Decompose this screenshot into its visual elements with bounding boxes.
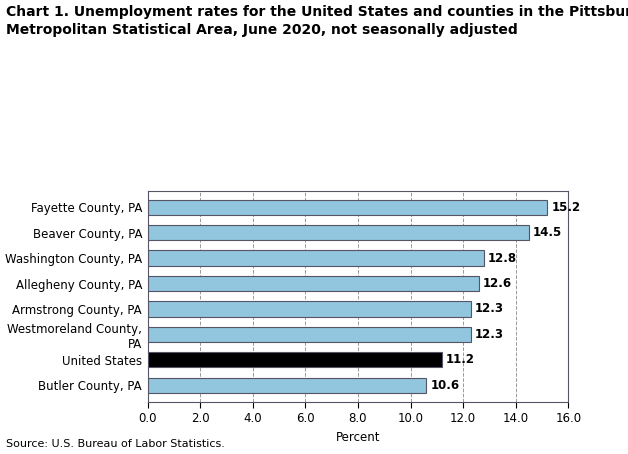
Bar [148, 378, 426, 393]
Bar [148, 301, 471, 316]
Bar [148, 276, 479, 291]
Text: 15.2: 15.2 [551, 201, 580, 214]
Text: 12.8: 12.8 [488, 252, 517, 265]
Bar [148, 352, 442, 367]
Text: Source: U.S. Bureau of Labor Statistics.: Source: U.S. Bureau of Labor Statistics. [6, 439, 225, 449]
Text: 12.3: 12.3 [475, 328, 504, 341]
X-axis label: Percent: Percent [336, 431, 380, 444]
Text: 11.2: 11.2 [446, 353, 475, 366]
Bar [148, 200, 548, 215]
Text: 14.5: 14.5 [533, 226, 562, 239]
Bar [148, 225, 529, 240]
Bar [148, 327, 471, 342]
Bar [148, 251, 484, 266]
Text: 12.3: 12.3 [475, 302, 504, 316]
Text: Chart 1. Unemployment rates for the United States and counties in the Pittsburgh: Chart 1. Unemployment rates for the Unit… [6, 5, 628, 37]
Text: 12.6: 12.6 [483, 277, 512, 290]
Text: 10.6: 10.6 [430, 379, 460, 392]
